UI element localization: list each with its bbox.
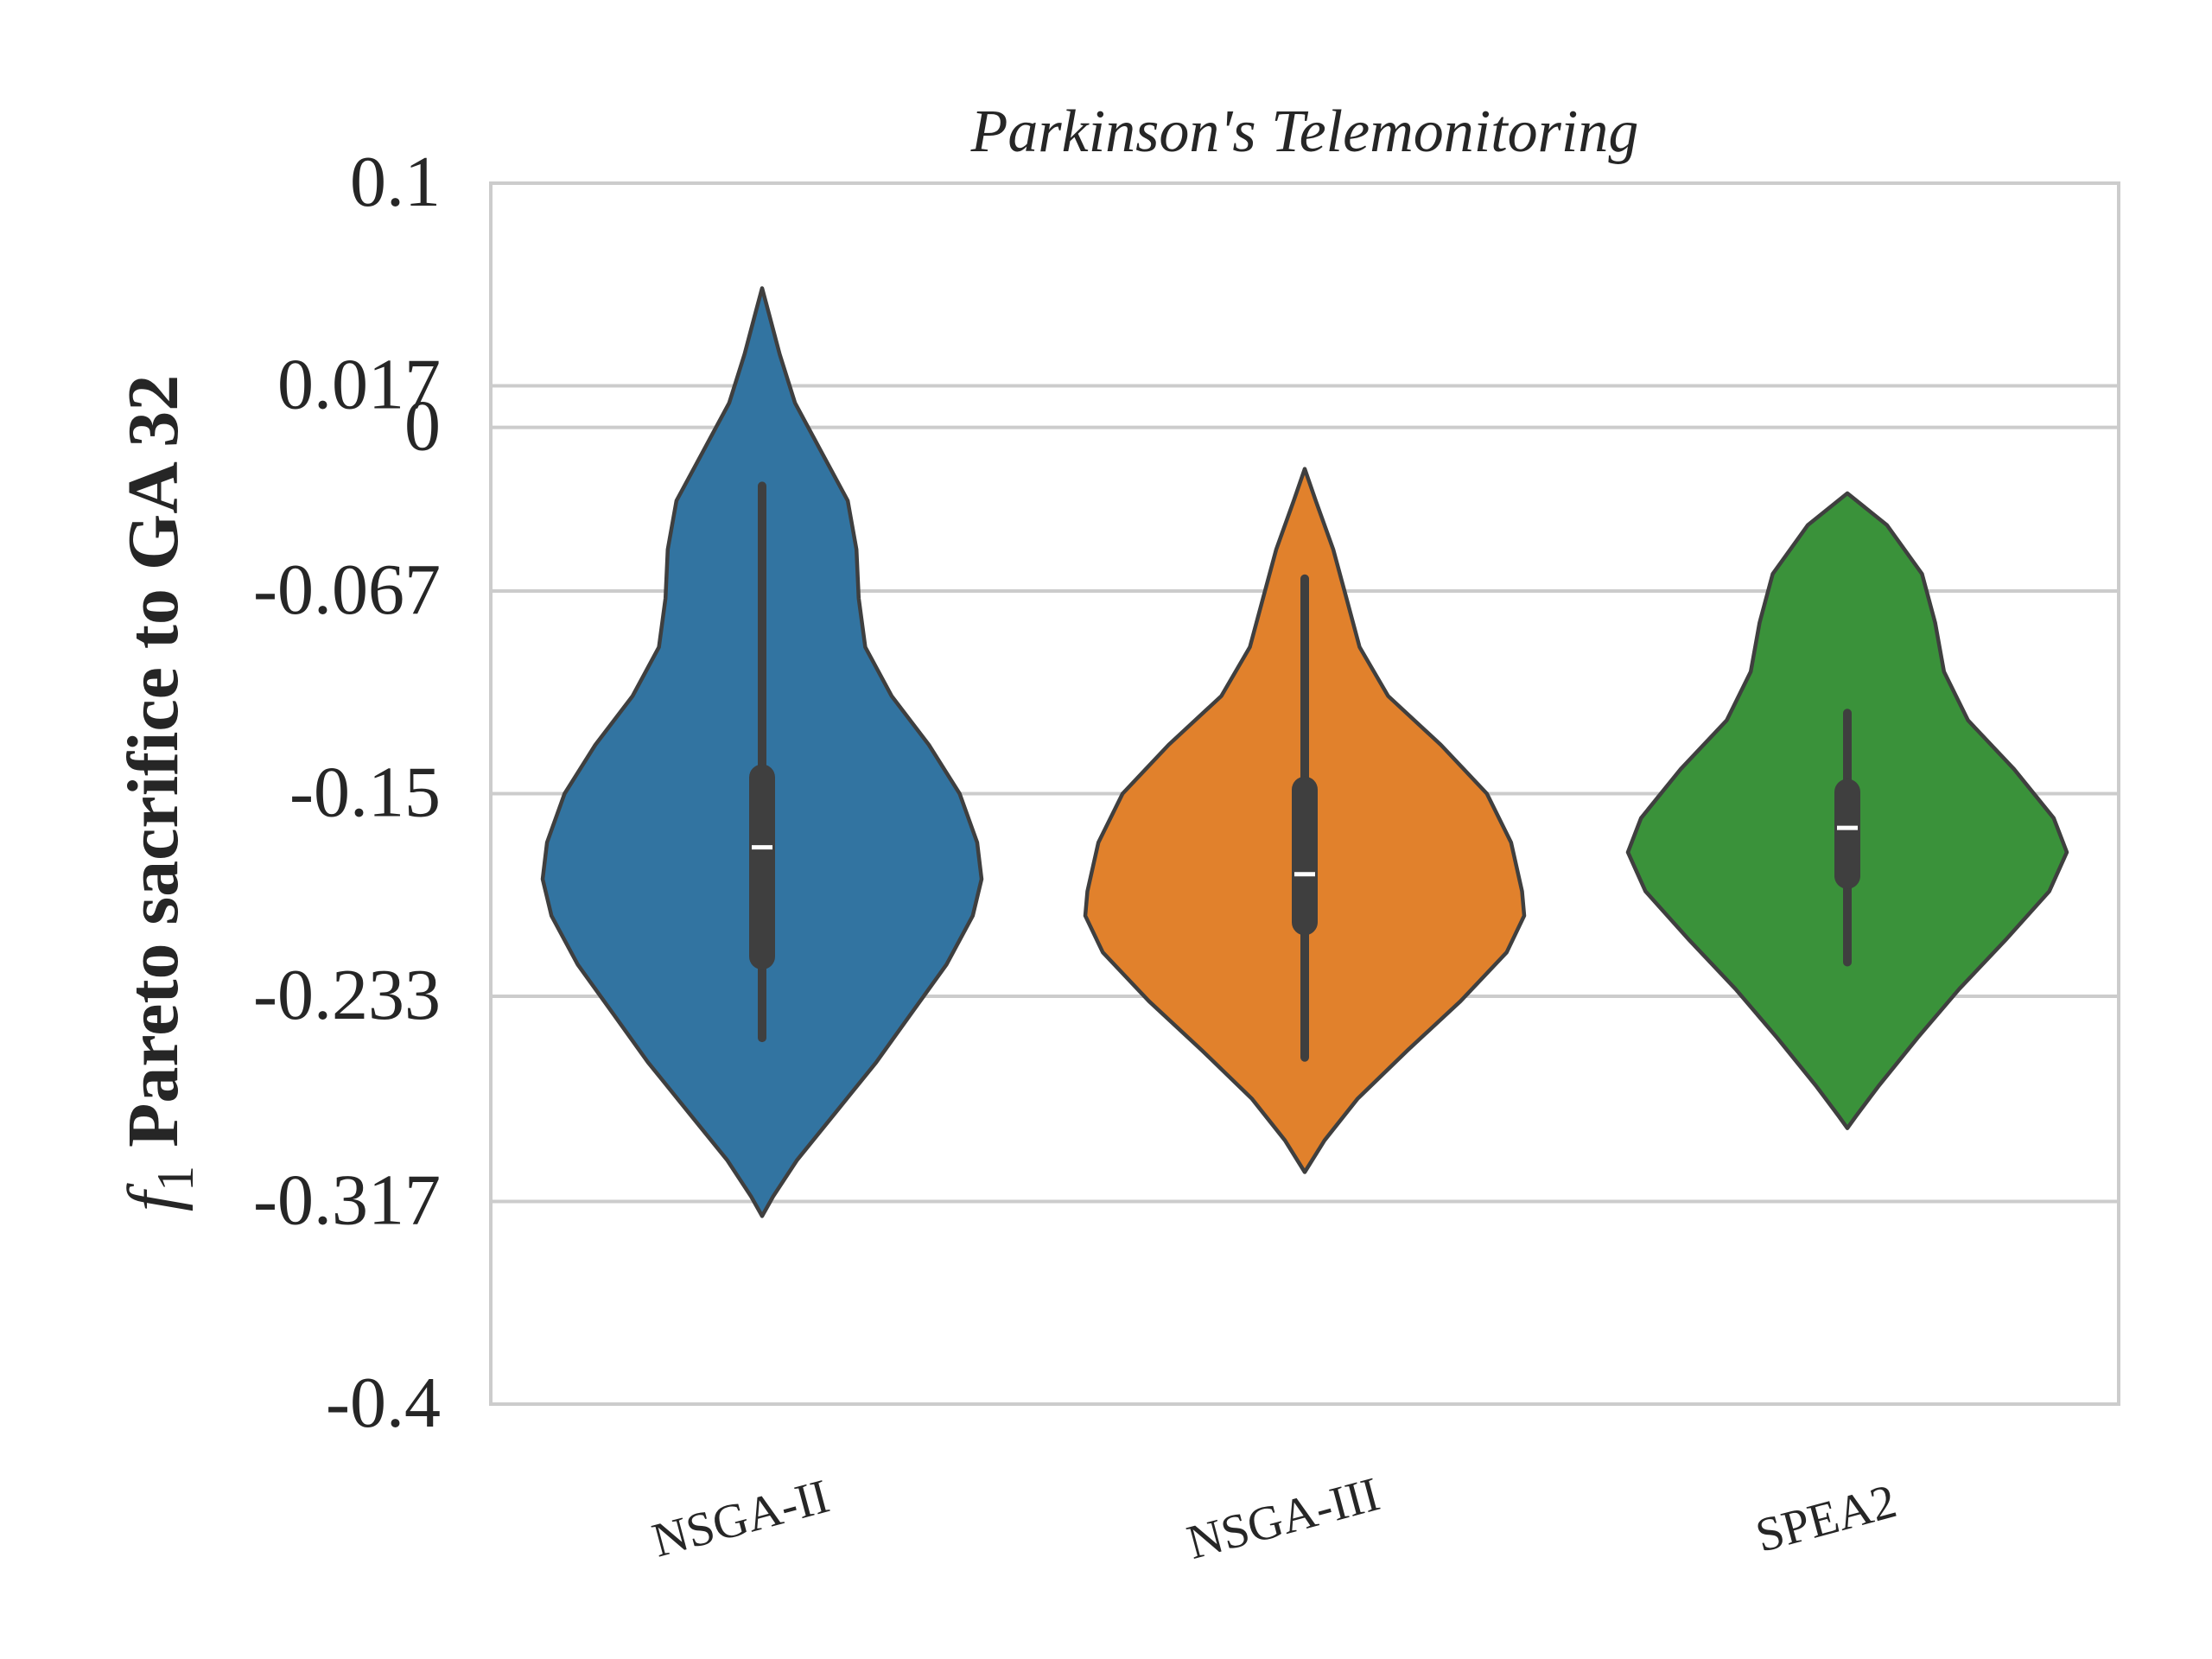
y-tick-label: -0.4 xyxy=(326,1363,441,1443)
y-axis-label: f1 Pareto sacrifice to GA 32 xyxy=(113,375,204,1211)
violin-iqr-box xyxy=(749,764,775,969)
y-axis-label-subscript: 1 xyxy=(147,1166,204,1192)
y-tick-label: 0.017 xyxy=(277,345,441,425)
y-tick-label: 0.1 xyxy=(350,142,441,222)
y-tick-label: 0 xyxy=(404,386,441,467)
y-tick-label: -0.15 xyxy=(289,753,441,833)
violins xyxy=(540,286,2069,1218)
violin-group xyxy=(1083,467,1527,1174)
y-tick-label: -0.317 xyxy=(253,1160,441,1240)
violin-group xyxy=(1625,491,2069,1130)
violin-iqr-box xyxy=(1292,776,1318,936)
y-axis-label-text: Pareto sacrifice to GA 32 xyxy=(113,375,194,1166)
y-tick-label: -0.233 xyxy=(253,955,441,1035)
y-tick-label: -0.067 xyxy=(253,550,441,630)
plot-frame xyxy=(489,181,2120,1406)
violin-iqr-box xyxy=(1834,779,1860,889)
violin-group xyxy=(540,286,984,1218)
chart-title: Parkinson's Telemonitoring xyxy=(970,99,1639,165)
